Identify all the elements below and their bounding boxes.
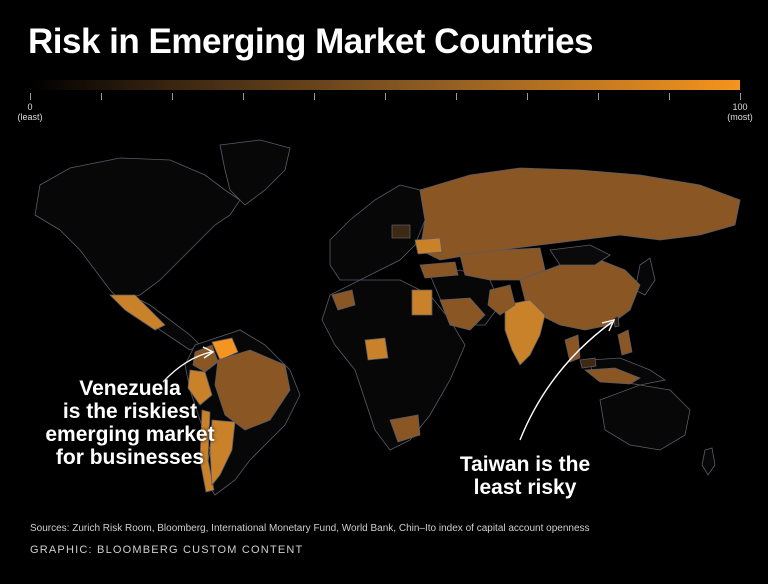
risk-color-scale	[30, 80, 740, 90]
country-thailand	[564, 334, 581, 363]
country-chile	[199, 409, 215, 493]
annotation-line: emerging market	[45, 423, 215, 446]
scale-tick	[243, 93, 244, 100]
annotation-line: Taiwan is the	[459, 453, 591, 476]
africa	[321, 279, 466, 451]
country-taiwan	[613, 315, 620, 328]
scale-max-caption: (most)	[727, 112, 753, 122]
country-turkey	[419, 261, 459, 279]
annotation-line: least risky	[473, 476, 577, 499]
country-egypt	[411, 289, 433, 316]
scale-min-value: 0	[27, 102, 33, 112]
country-saudi-arabia	[439, 297, 486, 331]
scale-max-value: 100	[732, 102, 748, 112]
scale-tick	[101, 93, 102, 100]
country-india	[504, 299, 546, 366]
country-malaysia	[579, 357, 597, 369]
annotation-line: for businesses	[55, 446, 205, 469]
country-ukraine	[414, 237, 443, 255]
scale-tick	[527, 93, 528, 100]
country-venezuela	[211, 337, 239, 361]
europe	[329, 184, 426, 281]
scale-ticks	[30, 93, 741, 101]
annotation-line: is the riskiest	[62, 400, 198, 423]
scale-tick	[314, 93, 315, 100]
scale-min-label: 0 (least)	[14, 102, 46, 122]
country-argentina	[209, 419, 236, 487]
country-mongolia	[549, 244, 611, 266]
page-title: Risk in Emerging Market Countries	[28, 22, 594, 61]
country-nigeria	[364, 337, 389, 361]
country-brazil	[214, 349, 291, 431]
scale-tick	[669, 93, 670, 100]
taiwan-annotation: Taiwan is the least risky	[455, 453, 595, 499]
greenland	[219, 139, 291, 206]
country-pakistan	[487, 284, 516, 316]
scale-tick	[385, 93, 386, 100]
scale-max-label: 100 (most)	[722, 102, 758, 122]
australia	[599, 384, 691, 451]
scale-tick	[598, 93, 599, 100]
country-morocco	[331, 289, 356, 311]
country-south-africa	[389, 414, 421, 443]
sources-note: Sources: Zurich Risk Room, Bloomberg, In…	[30, 523, 590, 534]
scale-tick	[30, 93, 31, 100]
graphic-credit: GRAPHIC: BLOOMBERG CUSTOM CONTENT	[30, 544, 304, 556]
north-america	[34, 157, 241, 301]
scale-tick	[740, 93, 741, 100]
venezuela-annotation: Venezuela is the riskiest emerging marke…	[40, 377, 220, 469]
country-russia	[419, 167, 741, 261]
annotation-line: Venezuela	[79, 377, 181, 400]
world-map	[34, 139, 741, 496]
country-philippines	[617, 329, 633, 356]
new-zealand	[701, 447, 716, 476]
country-poland	[391, 224, 411, 239]
scale-min-caption: (least)	[17, 112, 43, 122]
scale-tick	[456, 93, 457, 100]
country-mexico	[109, 294, 166, 331]
scale-tick	[172, 93, 173, 100]
